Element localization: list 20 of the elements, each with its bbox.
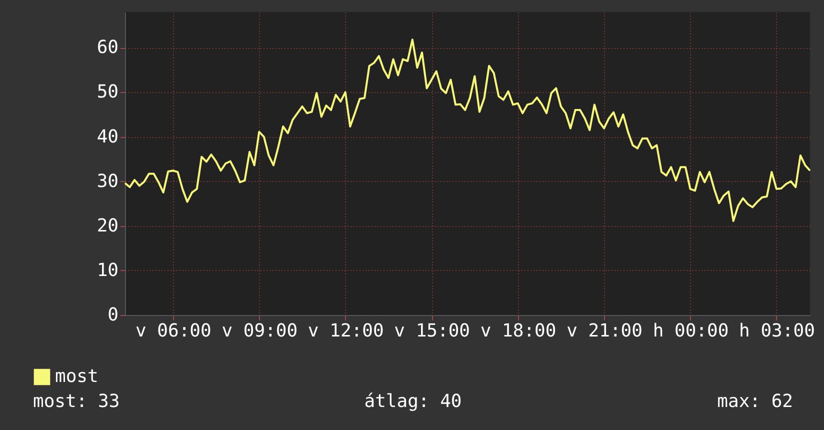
x-tick-label: v 15:00: [394, 320, 470, 342]
text: max: 62: [717, 391, 793, 412]
x-tick-label: v 12:00: [308, 320, 384, 342]
x-tick-label: v 09:00: [222, 320, 298, 342]
x-tick-label: h 03:00: [739, 320, 815, 342]
y-tick-label: 50: [96, 82, 118, 103]
x-tick-label: v 06:00: [135, 320, 212, 342]
x-tick-label: v 21:00: [566, 320, 642, 342]
text: átlag: 40: [364, 391, 462, 412]
y-tick-label: 10: [96, 260, 118, 281]
text: most: 33: [33, 391, 120, 412]
y-tick-label: 20: [96, 215, 118, 236]
legend-label: most: [55, 366, 98, 387]
y-tick-label: 30: [96, 170, 118, 192]
y-tick-label: 60: [96, 37, 118, 58]
y-tick-label: 0: [108, 304, 118, 326]
x-tick-label: h 00:00: [652, 320, 729, 342]
line-series: [124, 38, 811, 222]
y-tick-label: 40: [96, 126, 118, 148]
x-tick-label: v 18:00: [480, 320, 556, 342]
